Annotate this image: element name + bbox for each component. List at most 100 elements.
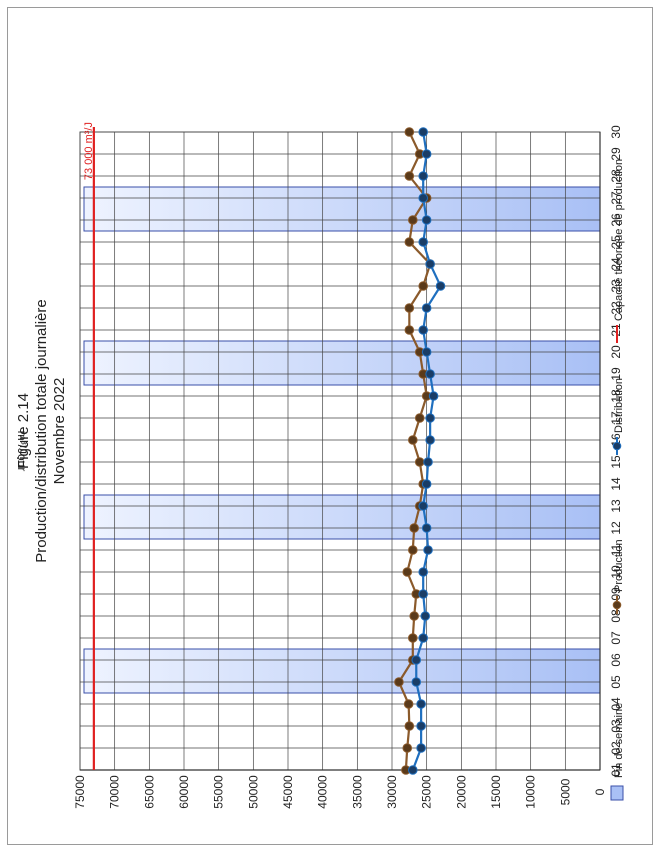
capacity-line-label: 73 000 m³/J	[83, 122, 95, 180]
legend-swatch-weekend	[610, 785, 624, 801]
day-tick-label-20: 20	[609, 345, 623, 359]
point-distribution-15	[423, 457, 433, 467]
point-distribution-05	[411, 677, 422, 687]
day-tick-label-17: 17	[609, 411, 623, 425]
day-tick-label-22: 22	[609, 301, 623, 315]
point-distribution-11	[423, 545, 433, 555]
point-distribution-30	[418, 127, 429, 137]
point-production-22	[404, 303, 415, 313]
day-tick-label-03: 03	[609, 719, 623, 733]
point-distribution-20	[421, 347, 432, 357]
legend-label-capacity: Capacité théorique de production	[613, 159, 625, 321]
value-tick-label-5000: 5000	[558, 778, 572, 805]
point-production-12	[409, 523, 419, 533]
value-tick-label-25000: 25000	[420, 775, 434, 809]
day-tick-label-14: 14	[609, 477, 623, 491]
value-tick-label-55000: 55000	[212, 775, 226, 809]
day-tick-label-08: 08	[609, 609, 623, 623]
legend-label-production: Production	[613, 539, 625, 592]
point-distribution-23	[435, 281, 446, 291]
point-production-21	[404, 325, 415, 335]
figure-label: Figure 2.14	[15, 393, 32, 469]
value-tick-label-0: 0	[593, 788, 607, 795]
weekend-band-4	[83, 186, 601, 232]
point-production-16	[408, 435, 418, 445]
point-distribution-28	[418, 171, 429, 181]
day-tick-label-10: 10	[609, 565, 623, 579]
day-tick-label-30: 30	[609, 125, 623, 139]
weekend-band-2	[83, 494, 601, 540]
point-production-23	[418, 281, 429, 291]
day-tick-label-28: 28	[609, 169, 623, 183]
chart-title: Production/distribution totale journaliè…	[33, 299, 50, 563]
point-distribution-18	[428, 391, 439, 401]
day-tick-label-12: 12	[609, 521, 623, 535]
value-tick-label-35000: 35000	[350, 775, 364, 809]
day-tick-label-04: 04	[609, 697, 623, 711]
legend-marker-distribution	[612, 441, 622, 451]
day-tick-label-01: 01	[609, 763, 623, 777]
point-distribution-04	[416, 699, 426, 709]
point-production-28	[404, 171, 415, 181]
day-tick-label-26: 26	[609, 213, 623, 227]
chart-frame	[7, 7, 653, 845]
day-tick-label-23: 23	[609, 279, 623, 293]
day-tick-label-07: 07	[609, 631, 623, 645]
point-production-08	[409, 611, 419, 621]
day-tick-label-11: 11	[609, 543, 623, 556]
point-distribution-14	[421, 479, 432, 489]
point-distribution-06	[411, 655, 422, 665]
value-tick-label-10000: 10000	[524, 775, 538, 809]
value-axis-title: m³/Jour	[15, 431, 29, 472]
point-production-26	[408, 215, 418, 225]
point-distribution-22	[421, 303, 432, 313]
point-production-30	[404, 127, 415, 137]
value-tick-label-40000: 40000	[316, 775, 330, 809]
value-tick-label-50000: 50000	[246, 775, 260, 809]
point-distribution-09	[418, 589, 429, 599]
day-tick-label-13: 13	[609, 499, 623, 513]
point-production-07	[408, 633, 418, 643]
day-tick-label-09: 09	[609, 587, 623, 601]
point-distribution-03	[416, 721, 426, 731]
point-production-15	[414, 457, 425, 467]
day-tick-label-24: 24	[609, 257, 623, 271]
point-distribution-26	[421, 215, 432, 225]
day-tick-label-06: 06	[609, 653, 623, 667]
legend-label-distribution: Distribution	[613, 378, 625, 433]
point-distribution-12	[421, 523, 432, 533]
point-production-25	[404, 237, 415, 247]
point-distribution-27	[418, 193, 429, 203]
point-distribution-08	[420, 611, 431, 621]
chart-subtitle: Novembre 2022	[51, 378, 68, 485]
point-production-17	[414, 413, 425, 423]
day-tick-label-02: 02	[609, 741, 623, 755]
legend-marker-production	[612, 600, 622, 610]
point-distribution-21	[418, 325, 429, 335]
value-tick-label-60000: 60000	[177, 775, 191, 809]
value-tick-label-20000: 20000	[454, 775, 468, 809]
point-distribution-02	[416, 743, 426, 753]
point-production-02	[402, 743, 413, 753]
day-tick-label-27: 27	[609, 191, 623, 205]
value-tick-label-65000: 65000	[142, 775, 156, 809]
value-tick-label-30000: 30000	[385, 775, 399, 809]
legend-label-weekend: Fin de semaine	[613, 703, 625, 778]
value-tick-label-45000: 45000	[281, 775, 295, 809]
day-tick-label-18: 18	[609, 389, 623, 403]
point-distribution-25	[418, 237, 429, 247]
value-tick-label-70000: 70000	[108, 775, 122, 809]
point-distribution-07	[418, 633, 429, 643]
point-production-05	[394, 677, 404, 687]
day-tick-label-15: 15	[609, 455, 623, 469]
point-production-04	[403, 699, 414, 709]
day-tick-label-29: 29	[609, 147, 623, 161]
point-distribution-19	[425, 369, 435, 379]
weekend-band-3	[83, 340, 601, 386]
point-distribution-10	[418, 567, 429, 577]
point-production-03	[404, 721, 415, 731]
point-production-10	[402, 567, 413, 577]
point-distribution-16	[425, 435, 435, 445]
value-tick-label-15000: 15000	[489, 775, 503, 809]
